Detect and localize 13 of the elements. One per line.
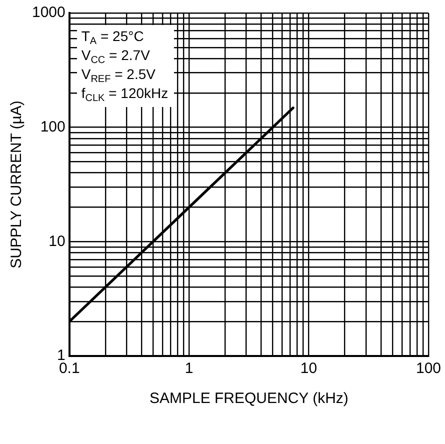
y-tick-label: 10 xyxy=(48,232,66,250)
annotation: V$_{CC}$ = 2.7V xyxy=(81,47,150,66)
x-tick-label: 1 xyxy=(184,360,194,378)
x-tick-label: 100 xyxy=(416,360,441,378)
annotation: f$_{CLK}$ = 120kHz xyxy=(81,85,168,104)
annotation: T$_{A}$ = 25°C xyxy=(81,28,144,47)
x-tick-label: 0.1 xyxy=(58,360,80,378)
x-tick-label: 10 xyxy=(300,360,318,378)
annotation: V$_{REF}$ = 2.5V xyxy=(81,66,156,85)
x-axis-title: SAMPLE FREQUENCY (kHz) xyxy=(149,390,348,408)
y-axis-title: SUPPLY CURRENT (µA) xyxy=(8,100,26,268)
y-tick-label: 100 xyxy=(40,118,66,136)
y-tick-label: 1000 xyxy=(32,4,66,22)
